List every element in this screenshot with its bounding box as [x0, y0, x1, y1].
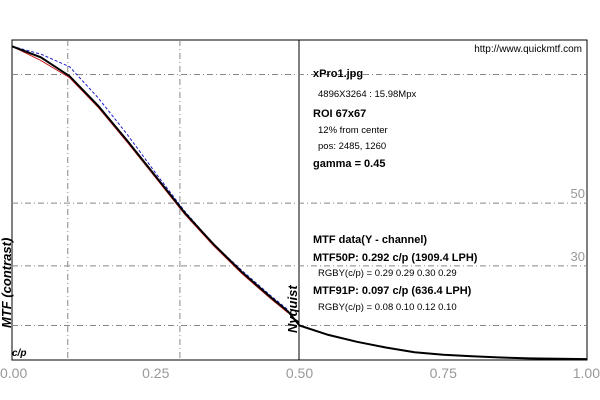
info-center: 12% from center: [318, 125, 388, 136]
reference-label-2: 30: [571, 249, 585, 264]
mtf-data-title: MTF data(Y - channel): [313, 234, 427, 246]
nyquist-label: Nyquist: [285, 285, 300, 333]
x-unit-label: c/p: [12, 348, 26, 359]
mtf91-readout: MTF91P: 0.097 c/p (636.4 LPH): [313, 285, 472, 297]
rgby91-readout: RGBY(c/p) = 0.08 0.10 0.12 0.10: [318, 302, 457, 313]
series-line-0: [11, 45, 588, 361]
y-axis-label: MTF (contrast): [0, 238, 14, 328]
rgby50-readout: RGBY(c/p) = 0.29 0.29 0.30 0.29: [318, 268, 457, 279]
x-tick-label-0: 0.00: [0, 365, 27, 381]
chart-canvas: 50 30 0.00 0.25 0.50 0.75 1.00: [0, 40, 600, 381]
series-line-1: [11, 45, 289, 311]
x-tick-label-3: 0.75: [430, 365, 457, 381]
info-file: xPro1.jpg: [313, 68, 363, 80]
x-tick-label-2: 0.50: [286, 365, 313, 381]
info-gamma: gamma = 0.45: [313, 158, 385, 170]
info-roi: ROI 67x67: [313, 108, 366, 120]
reference-label-1: 50: [571, 186, 585, 201]
x-tick-label-1: 0.25: [142, 365, 169, 381]
mtf50-readout: MTF50P: 0.292 c/p (1909.4 LPH): [313, 252, 478, 264]
url-label: http://www.quickmtf.com: [474, 44, 582, 55]
info-dims: 4896X3264 : 15.98Mpx: [318, 89, 416, 100]
x-tick-label-4: 1.00: [573, 365, 600, 381]
info-pos: pos: 2485, 1260: [318, 141, 386, 152]
